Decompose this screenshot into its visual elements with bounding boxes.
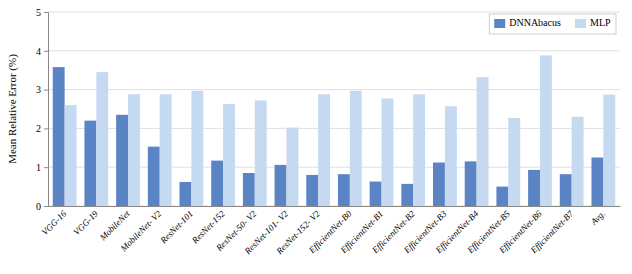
axis-title: Mean Relative Error (%) bbox=[6, 54, 19, 164]
bar bbox=[401, 184, 413, 206]
tick: ResNet-101 bbox=[158, 209, 195, 246]
tick-mark bbox=[44, 90, 48, 91]
axis-line bbox=[44, 13, 49, 207]
bar bbox=[96, 72, 108, 206]
tick-label: 1 bbox=[36, 162, 41, 173]
bar bbox=[160, 94, 172, 206]
tick: VGG-19 bbox=[71, 208, 100, 237]
tick: VGG-16 bbox=[40, 208, 69, 237]
bar bbox=[243, 173, 255, 206]
tick-label: MobileNet- V2 bbox=[118, 208, 164, 254]
bar bbox=[540, 55, 552, 206]
tick: MobileNet- V2 bbox=[118, 208, 164, 254]
bar bbox=[286, 128, 298, 206]
tick-mark bbox=[44, 167, 48, 168]
plot: 0 1 2 3 4 5 VGG-16VGG-19MobileNetMobileNet- V2… bbox=[36, 7, 621, 257]
bar bbox=[255, 100, 267, 206]
tick-label: VGG-16 bbox=[40, 208, 69, 237]
bar bbox=[433, 163, 445, 206]
tick-mark bbox=[44, 206, 48, 207]
grid-line bbox=[48, 50, 620, 51]
bar bbox=[180, 182, 192, 206]
legend-swatch bbox=[575, 19, 586, 28]
bar bbox=[560, 174, 572, 206]
tick-mark bbox=[44, 128, 48, 129]
bar bbox=[382, 99, 394, 206]
bar bbox=[128, 94, 140, 206]
tick-label: 3 bbox=[36, 84, 41, 95]
grid-line bbox=[48, 89, 620, 90]
legend-frame bbox=[489, 14, 616, 34]
tick-label: VGG-19 bbox=[71, 208, 100, 237]
chart: 0 1 2 3 4 5 VGG-16VGG-19MobileNetMobileNet- V2… bbox=[0, 0, 632, 274]
bar bbox=[318, 94, 330, 206]
grid-line bbox=[48, 12, 620, 13]
bar bbox=[350, 91, 362, 206]
bar bbox=[413, 94, 425, 206]
legend-item: MLP bbox=[575, 17, 611, 28]
bar bbox=[572, 117, 584, 206]
tick: 2 bbox=[36, 123, 48, 134]
tick-label: 5 bbox=[36, 7, 41, 18]
bar bbox=[223, 104, 235, 206]
tick-mark bbox=[44, 12, 48, 13]
bar bbox=[148, 147, 160, 206]
bar bbox=[275, 165, 287, 206]
bar bbox=[191, 91, 203, 206]
bar bbox=[370, 182, 382, 206]
bar-series bbox=[65, 55, 616, 206]
tick-label: ResNet-101 bbox=[158, 209, 195, 246]
bar bbox=[591, 158, 603, 207]
legend-label: DNNAbacus bbox=[509, 17, 561, 28]
bar bbox=[65, 105, 77, 206]
bar bbox=[53, 67, 65, 206]
bar bbox=[116, 115, 128, 206]
bar bbox=[338, 174, 350, 206]
bar-series bbox=[53, 67, 604, 206]
y-axis: 0 1 2 3 4 5 bbox=[36, 7, 49, 212]
tick-label: 0 bbox=[36, 201, 41, 212]
bar bbox=[603, 95, 615, 206]
bar bbox=[306, 175, 318, 206]
legend-swatch bbox=[494, 19, 505, 28]
x-axis: VGG-16VGG-19MobileNetMobileNet- V2ResNet… bbox=[40, 207, 621, 257]
bar bbox=[445, 106, 457, 206]
tick: 0 bbox=[36, 201, 48, 212]
bar bbox=[465, 161, 477, 206]
tick-label: 2 bbox=[36, 123, 41, 134]
axis-line bbox=[49, 206, 621, 207]
bars bbox=[53, 55, 615, 206]
tick: 3 bbox=[36, 84, 48, 95]
legend-item: DNNAbacus bbox=[494, 17, 561, 28]
bar bbox=[496, 187, 508, 206]
tick: 1 bbox=[36, 162, 48, 173]
legend: DNNAbacus MLP bbox=[489, 14, 616, 34]
tick: 5 bbox=[36, 7, 48, 18]
grid bbox=[48, 12, 620, 206]
bar bbox=[528, 170, 540, 206]
tick-mark bbox=[44, 51, 48, 52]
tick-label: Avg. bbox=[588, 209, 607, 228]
tick-label: EfficientNet-B7 bbox=[528, 208, 576, 256]
tick: EfficientNet-B7 bbox=[528, 208, 576, 256]
bar bbox=[211, 161, 223, 206]
tick: 4 bbox=[36, 46, 48, 57]
legend-label: MLP bbox=[590, 17, 611, 28]
bar bbox=[84, 121, 96, 206]
bar bbox=[508, 118, 520, 206]
tick: Avg. bbox=[588, 209, 607, 228]
bar bbox=[477, 77, 489, 206]
tick-label: 4 bbox=[36, 46, 41, 57]
